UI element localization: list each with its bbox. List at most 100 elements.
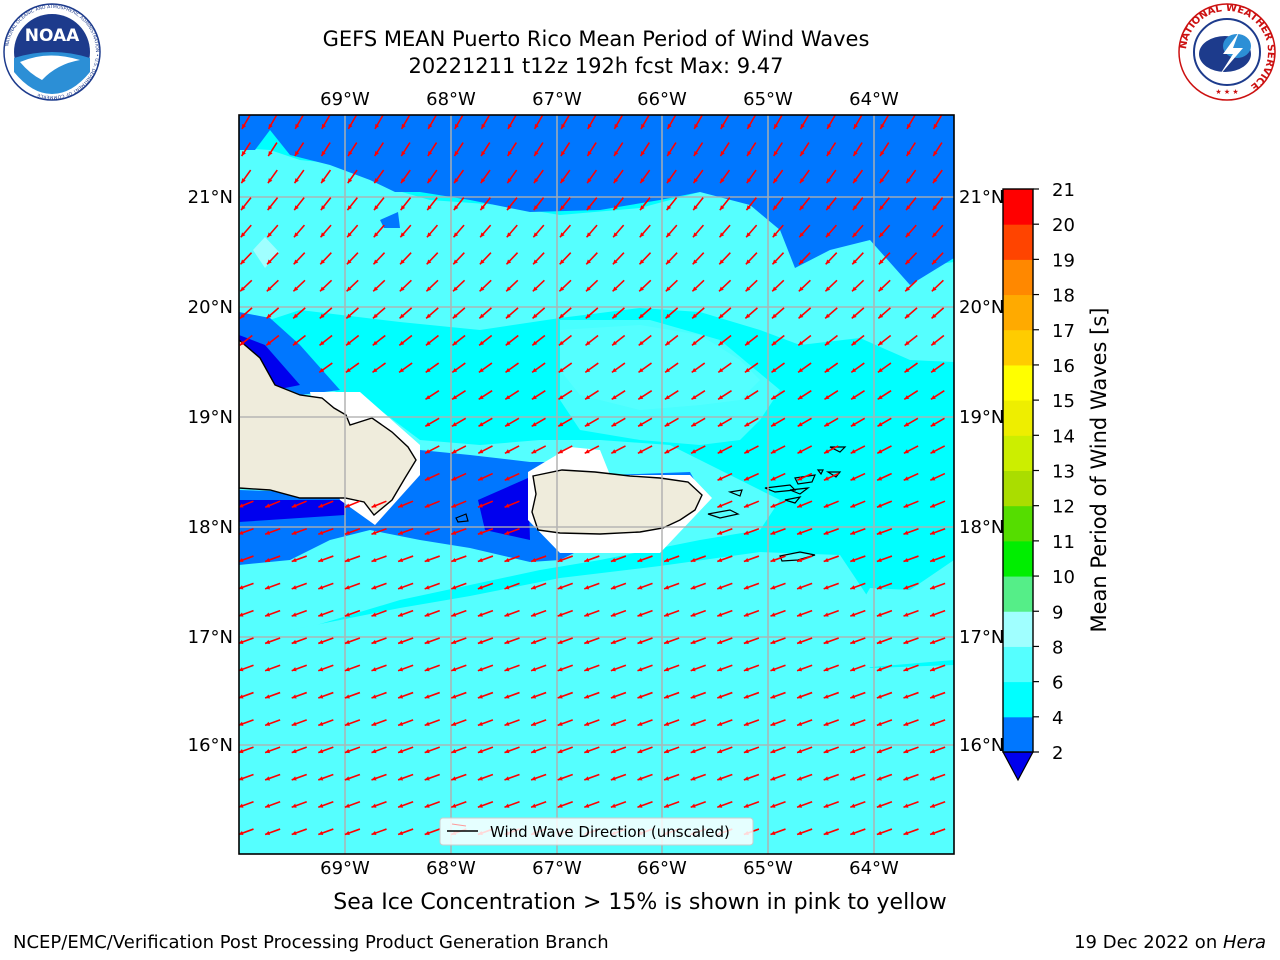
- wind-arrow-head: [587, 123, 592, 129]
- wind-arrow-head: [823, 694, 829, 699]
- wind-arrow-head: [477, 667, 483, 672]
- wind-arrow-head: [507, 151, 512, 157]
- wind-arrow-head: [799, 178, 805, 184]
- wind-arrow-head: [904, 395, 910, 400]
- wind-arrow-head: [903, 639, 909, 644]
- wind-arrow-head: [770, 749, 776, 754]
- wind-arrow-head: [826, 178, 831, 184]
- wind-arrow-head: [744, 449, 750, 454]
- wind-arrow-head: [850, 449, 856, 454]
- wind-arrow-head: [240, 259, 246, 265]
- wind-arrow-head: [265, 776, 271, 781]
- wind-arrow-head: [291, 776, 297, 781]
- wind-arrow-head: [798, 340, 804, 346]
- wind-arrow-head: [344, 557, 350, 563]
- lat-label-left: 19°N: [188, 407, 233, 428]
- wind-arrow-head: [293, 313, 298, 319]
- wind-arrow-head: [717, 449, 723, 454]
- wind-arrow-head: [613, 205, 618, 211]
- wind-arrow-head: [876, 721, 882, 726]
- wind-arrow-head: [371, 639, 377, 644]
- wind-arrow-head: [371, 557, 377, 563]
- lat-label-right: 16°N: [959, 735, 1004, 756]
- wind-arrow-head: [531, 803, 537, 808]
- wind-arrow-head: [533, 232, 538, 238]
- colorbar-segment: [1003, 294, 1033, 331]
- wind-arrow-head: [398, 503, 404, 508]
- wind-arrow-head: [371, 830, 377, 836]
- wind-arrow-head: [932, 178, 938, 184]
- wind-arrow-head: [770, 612, 776, 617]
- wind-arrow-head: [344, 830, 350, 836]
- wind-arrow-head: [614, 123, 619, 129]
- wind-arrow-head: [665, 340, 671, 346]
- wind-arrow-head: [717, 476, 723, 481]
- wind-arrow-head: [692, 313, 697, 319]
- wind-arrow-head: [478, 476, 484, 481]
- wind-arrow-head: [398, 721, 404, 726]
- wind-arrow-head: [267, 205, 273, 211]
- wind-arrow-head: [637, 585, 643, 590]
- wind-arrow-head: [318, 530, 324, 535]
- wind-arrow-head: [426, 259, 432, 265]
- wind-arrow-head: [903, 530, 909, 535]
- map-frame: [238, 114, 955, 855]
- colorbar-tick-label: 11: [1052, 532, 1075, 553]
- wind-arrow-head: [291, 503, 297, 508]
- colorbar-segment: [1003, 505, 1033, 542]
- wind-arrow-head: [876, 667, 882, 672]
- wind-arrow-head: [584, 694, 590, 699]
- wind-arrow-head: [717, 612, 723, 617]
- wind-arrow-head: [637, 612, 643, 617]
- wind-arrow-head: [878, 259, 884, 265]
- wind-arrow-head: [559, 313, 564, 319]
- nws-logo: NATIONAL WEATHER SERVICE ★ ★ ★: [1178, 3, 1276, 101]
- colorbar-segment: [1003, 470, 1033, 507]
- wind-arrow-head: [400, 205, 406, 211]
- noaa-logo-text: NOAA: [25, 26, 80, 46]
- wind-arrow-head: [584, 803, 590, 808]
- wind-arrow-head: [239, 830, 244, 836]
- wind-arrow-head: [371, 721, 377, 726]
- wind-arrow-head: [292, 340, 298, 346]
- wind-arrow-head: [504, 557, 510, 563]
- wind-arrow-head: [291, 694, 297, 699]
- wind-arrow-head: [905, 232, 911, 238]
- wind-arrow-head: [690, 721, 696, 726]
- wind-arrow-head: [531, 776, 537, 781]
- wind-arrow-head: [664, 803, 670, 808]
- wind-arrow-head: [717, 667, 723, 672]
- wind-arrow-head: [717, 422, 723, 427]
- wind-arrow-head: [477, 803, 483, 808]
- wind-arrow-head: [717, 557, 723, 563]
- wind-arrow-head: [610, 694, 616, 699]
- colorbar-tick-label: 4: [1052, 708, 1063, 729]
- wind-arrow-head: [452, 367, 458, 373]
- wind-arrow-head: [504, 449, 510, 454]
- wind-arrow-head: [426, 313, 431, 319]
- wind-arrow-head: [877, 422, 883, 427]
- wind-arrow-head: [400, 232, 405, 238]
- wind-arrow-head: [451, 694, 457, 699]
- wind-arrow-head: [824, 449, 830, 454]
- wind-arrow-head: [398, 776, 404, 781]
- wind-arrow-head: [584, 449, 590, 454]
- wind-arrow-head: [427, 178, 432, 184]
- wind-arrow-head: [743, 776, 749, 781]
- wind-arrow-head: [932, 232, 937, 238]
- wind-arrow-head: [903, 449, 909, 454]
- wind-arrow-head: [504, 803, 510, 808]
- wind-arrow-head: [798, 313, 804, 319]
- wind-arrow-head: [478, 422, 484, 427]
- wind-arrow-head: [451, 557, 457, 563]
- colorbar-segment: [1003, 259, 1033, 296]
- wind-arrow-head: [797, 639, 803, 644]
- wind-arrow-head: [850, 830, 856, 836]
- wind-arrow-head: [477, 749, 483, 754]
- wind-arrow-head: [827, 123, 832, 129]
- wind-arrow-head: [851, 367, 857, 373]
- wind-arrow-head: [291, 721, 297, 726]
- wind-arrow-head: [479, 313, 485, 319]
- wind-arrow-head: [401, 151, 406, 157]
- wind-arrow-head: [799, 259, 804, 265]
